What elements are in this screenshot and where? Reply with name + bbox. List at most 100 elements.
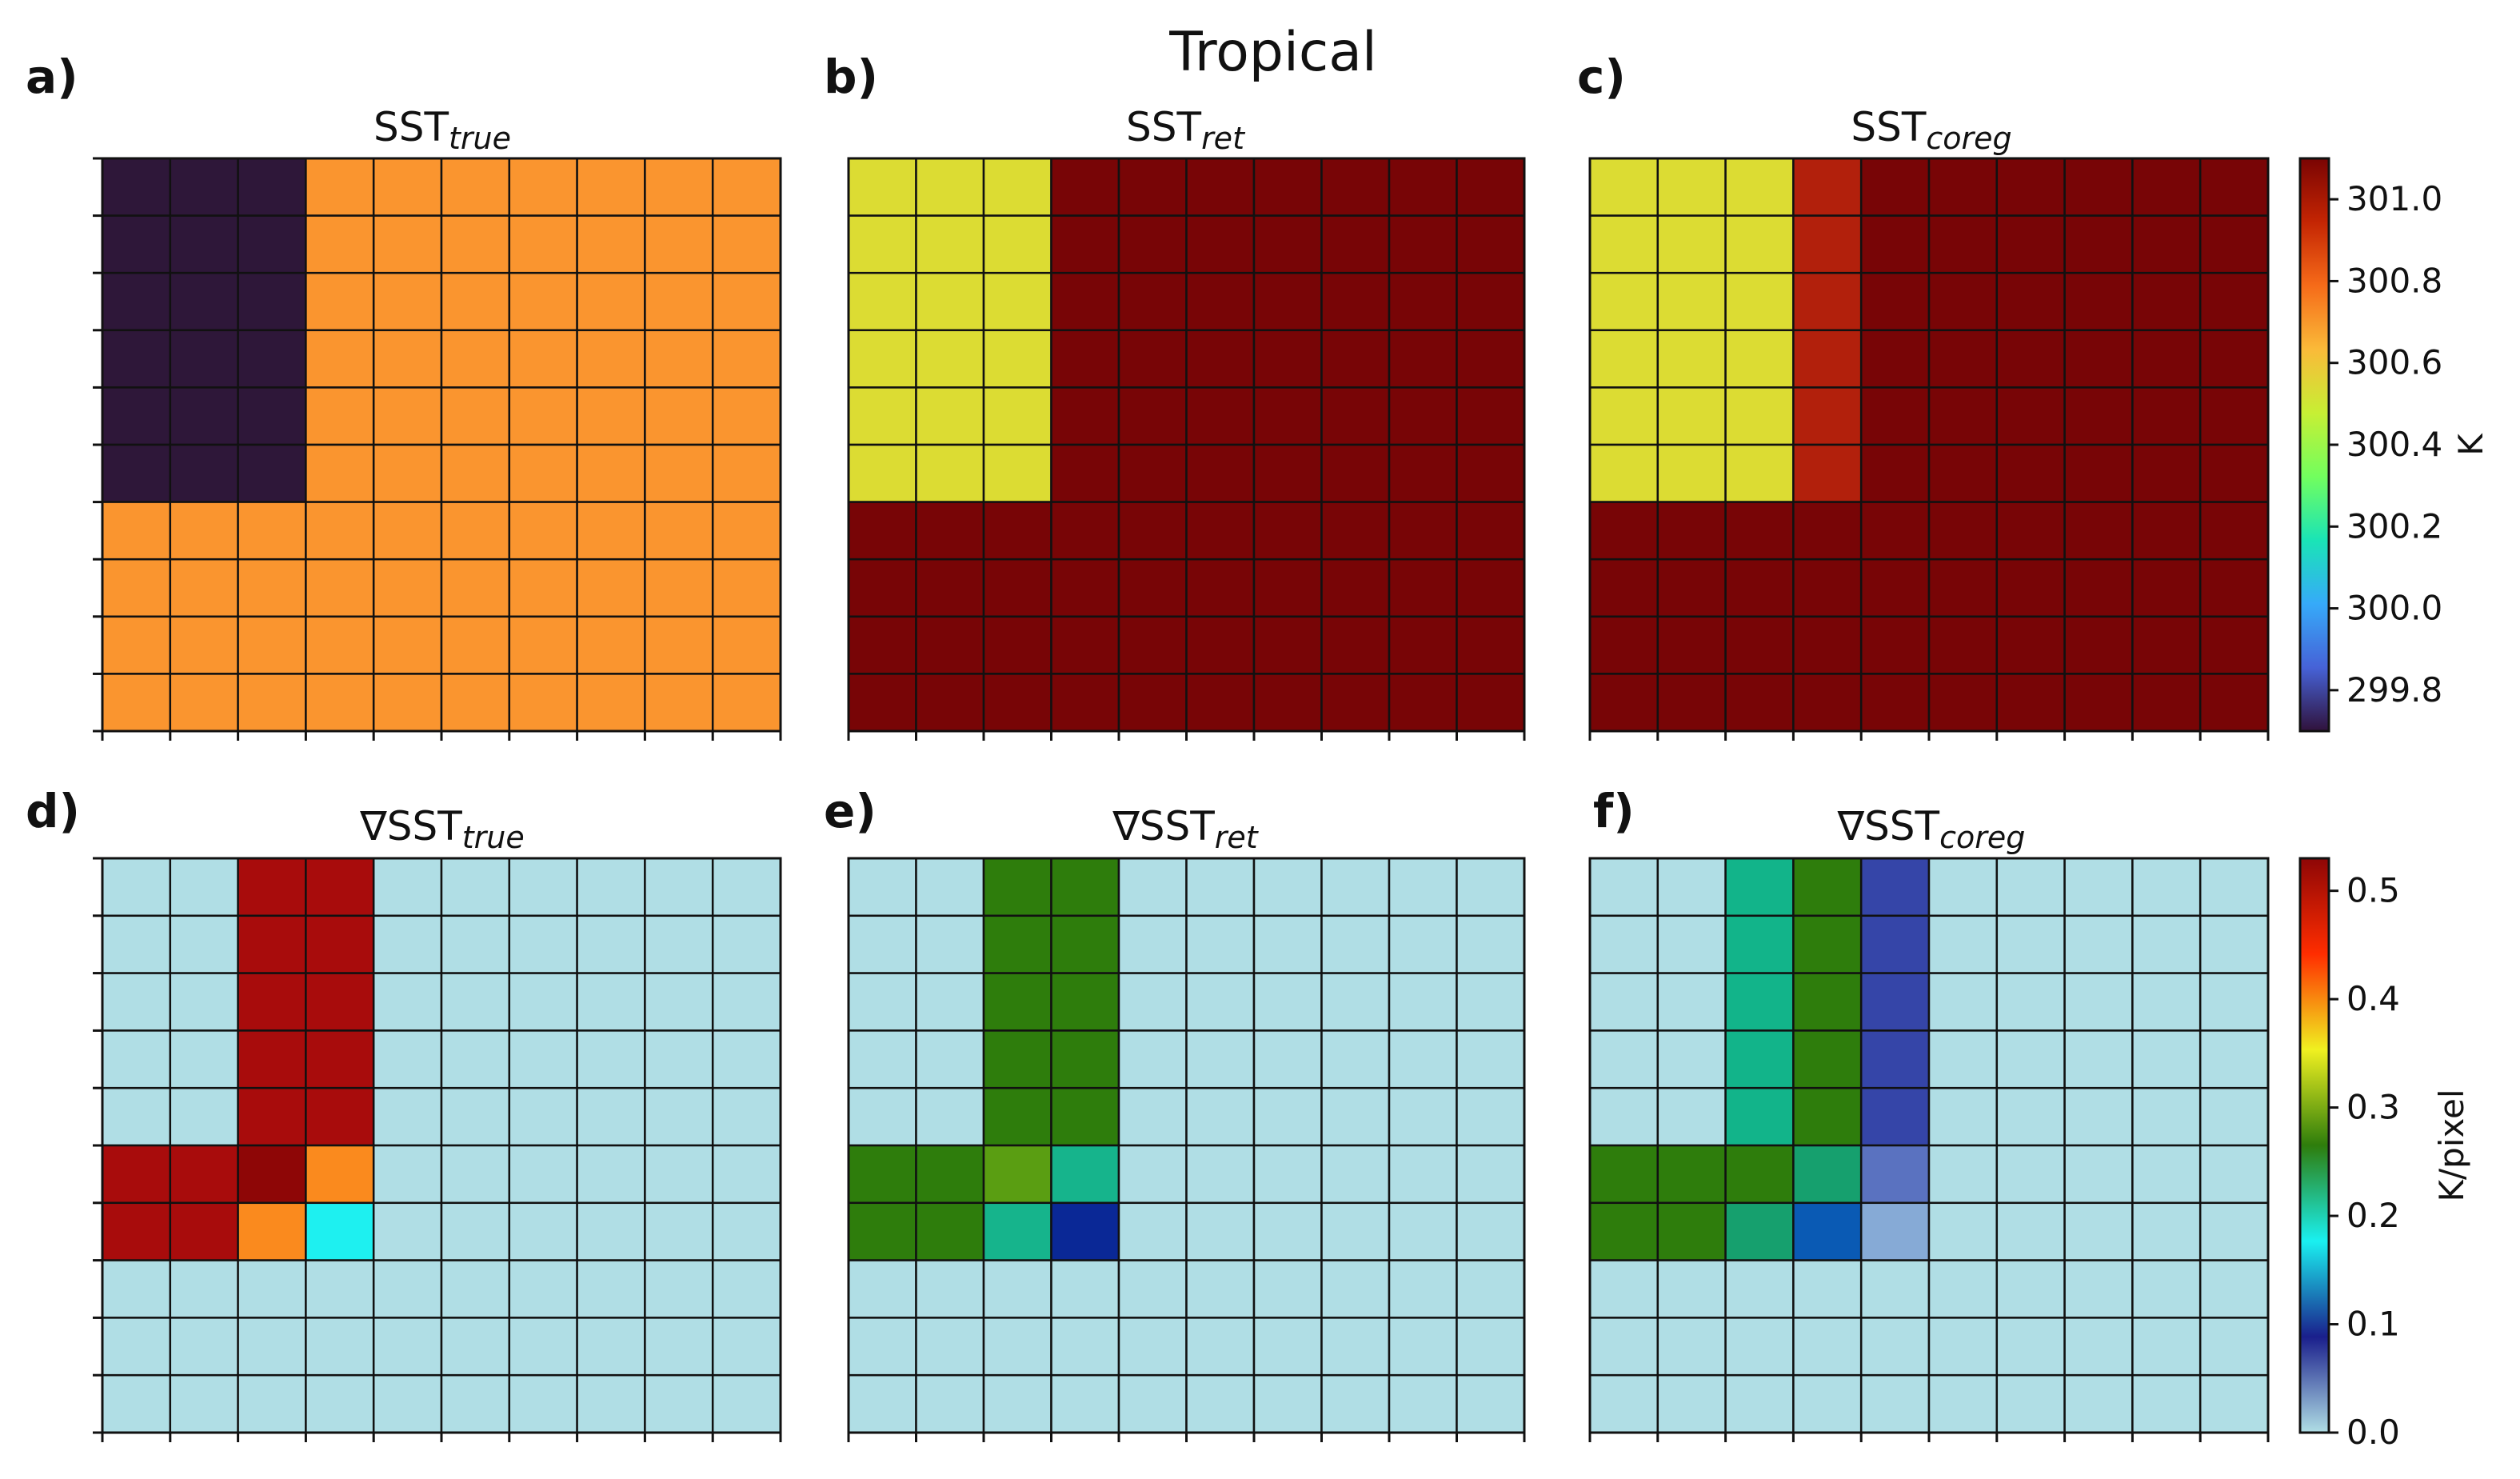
cell-d-r4-c2 [237, 1086, 307, 1147]
cell-d-r2-c6 [508, 972, 578, 1032]
cell-f-r9-c7 [2063, 1373, 2134, 1434]
cell-f-r6-c8 [2131, 1201, 2202, 1261]
cell-c-r4-c5 [1927, 386, 1999, 446]
cell-f-r2-c6 [1995, 972, 2066, 1032]
cell-a-r8-c0 [101, 615, 172, 675]
cell-a-r1-c8 [644, 214, 714, 274]
cell-f-r3-c0 [1588, 1029, 1659, 1089]
cell-c-r7-c8 [2131, 558, 2202, 618]
cell-c-r4-c9 [2199, 386, 2270, 446]
cell-c-r1-c0 [1588, 214, 1659, 274]
cell-b-r1-c0 [847, 214, 917, 274]
cell-f-r4-c8 [2131, 1086, 2202, 1147]
cell-b-r4-c6 [1252, 386, 1323, 446]
cell-b-r2-c5 [1185, 271, 1256, 332]
cell-c-r1-c6 [1995, 214, 2066, 274]
cell-f-r9-c2 [1724, 1373, 1795, 1434]
heatmap-f [1588, 857, 2270, 1442]
cell-a-r5-c3 [305, 443, 375, 503]
cell-a-r3-c5 [440, 329, 511, 389]
cell-b-r2-c6 [1252, 271, 1323, 332]
cell-d-r8-c1 [169, 1317, 239, 1377]
cell-c-r5-c5 [1927, 443, 1999, 503]
cell-a-r0-c3 [305, 157, 375, 217]
cell-e-r1-c2 [982, 914, 1052, 974]
cell-e-r2-c3 [1050, 972, 1120, 1032]
cell-a-r0-c5 [440, 157, 511, 217]
cell-b-r1-c2 [982, 214, 1052, 274]
cell-b-r8-c7 [1320, 615, 1391, 675]
cell-b-r1-c9 [1456, 214, 1526, 274]
cell-d-r5-c9 [711, 1144, 782, 1205]
cell-f-r8-c7 [2063, 1317, 2134, 1377]
cell-e-r5-c4 [1117, 1144, 1188, 1205]
cell-f-r2-c9 [2199, 972, 2270, 1032]
cell-c-r0-c7 [2063, 157, 2134, 217]
cell-e-r9-c5 [1185, 1373, 1256, 1434]
cell-a-r2-c0 [101, 271, 172, 332]
cell-f-r9-c4 [1859, 1373, 1931, 1434]
cell-c-r2-c7 [2063, 271, 2134, 332]
colorbar-temperature-bar [2298, 157, 2330, 733]
cell-f-r3-c2 [1724, 1029, 1795, 1089]
cell-d-r5-c4 [372, 1144, 443, 1205]
cell-e-r0-c5 [1185, 857, 1256, 917]
cell-c-r0-c5 [1927, 157, 1999, 217]
panel-f: f) ∇SSTcoreg [1588, 784, 2270, 1442]
cell-a-r1-c9 [711, 214, 782, 274]
cell-b-r7-c1 [915, 558, 985, 618]
cell-c-r7-c4 [1859, 558, 1931, 618]
cell-e-r1-c4 [1117, 914, 1188, 974]
colorbar-gradient-tick-label: 0.1 [2346, 1305, 2400, 1344]
cell-d-r3-c5 [440, 1029, 511, 1089]
cell-d-r2-c3 [305, 972, 375, 1032]
panel-title-b: SSTret [1126, 104, 1246, 156]
cell-f-r6-c3 [1792, 1201, 1863, 1261]
panel-c: c) SSTcoreg [1577, 50, 2270, 741]
cell-c-r4-c0 [1588, 386, 1659, 446]
cell-d-r3-c2 [237, 1029, 307, 1089]
cell-d-r1-c0 [101, 914, 172, 974]
cell-b-r5-c2 [982, 443, 1052, 503]
cell-e-r7-c3 [1050, 1259, 1120, 1319]
cell-a-r1-c5 [440, 214, 511, 274]
cell-b-r1-c7 [1320, 214, 1391, 274]
cell-b-r9-c4 [1117, 673, 1188, 733]
cell-d-r9-c4 [372, 1373, 443, 1434]
cell-c-r1-c8 [2131, 214, 2202, 274]
cell-c-r5-c6 [1995, 443, 2066, 503]
cell-d-r9-c1 [169, 1373, 239, 1434]
cell-e-r9-c4 [1117, 1373, 1188, 1434]
cell-f-r4-c6 [1995, 1086, 2066, 1147]
cell-c-r0-c6 [1995, 157, 2066, 217]
cell-e-r3-c2 [982, 1029, 1052, 1089]
cell-b-r6-c8 [1388, 501, 1458, 561]
cell-b-r6-c9 [1456, 501, 1526, 561]
cell-f-r3-c5 [1927, 1029, 1999, 1089]
cell-e-r0-c3 [1050, 857, 1120, 917]
panel-title-sub-b: ret [1201, 121, 1246, 156]
panel-title-main-f: ∇SST [1837, 803, 1940, 849]
cell-d-r6-c6 [508, 1201, 578, 1261]
cell-d-r3-c4 [372, 1029, 443, 1089]
cell-c-r2-c9 [2199, 271, 2270, 332]
cell-a-r5-c6 [508, 443, 578, 503]
panel-title-sub-d: true [462, 820, 525, 855]
cell-b-r0-c3 [1050, 157, 1120, 217]
cell-d-r6-c5 [440, 1201, 511, 1261]
cell-e-r6-c5 [1185, 1201, 1256, 1261]
cell-e-r2-c7 [1320, 972, 1391, 1032]
cell-d-r9-c3 [305, 1373, 375, 1434]
panel-label-a: a) [26, 50, 78, 104]
cell-e-r0-c9 [1456, 857, 1526, 917]
cell-c-r3-c1 [1656, 329, 1727, 389]
cell-e-r2-c2 [982, 972, 1052, 1032]
cell-d-r1-c7 [576, 914, 646, 974]
cell-c-r0-c1 [1656, 157, 1727, 217]
cell-f-r1-c5 [1927, 914, 1999, 974]
cell-b-r1-c4 [1117, 214, 1188, 274]
cell-d-r4-c8 [644, 1086, 714, 1147]
cell-a-r8-c5 [440, 615, 511, 675]
cell-a-r4-c9 [711, 386, 782, 446]
cell-f-r2-c8 [2131, 972, 2202, 1032]
